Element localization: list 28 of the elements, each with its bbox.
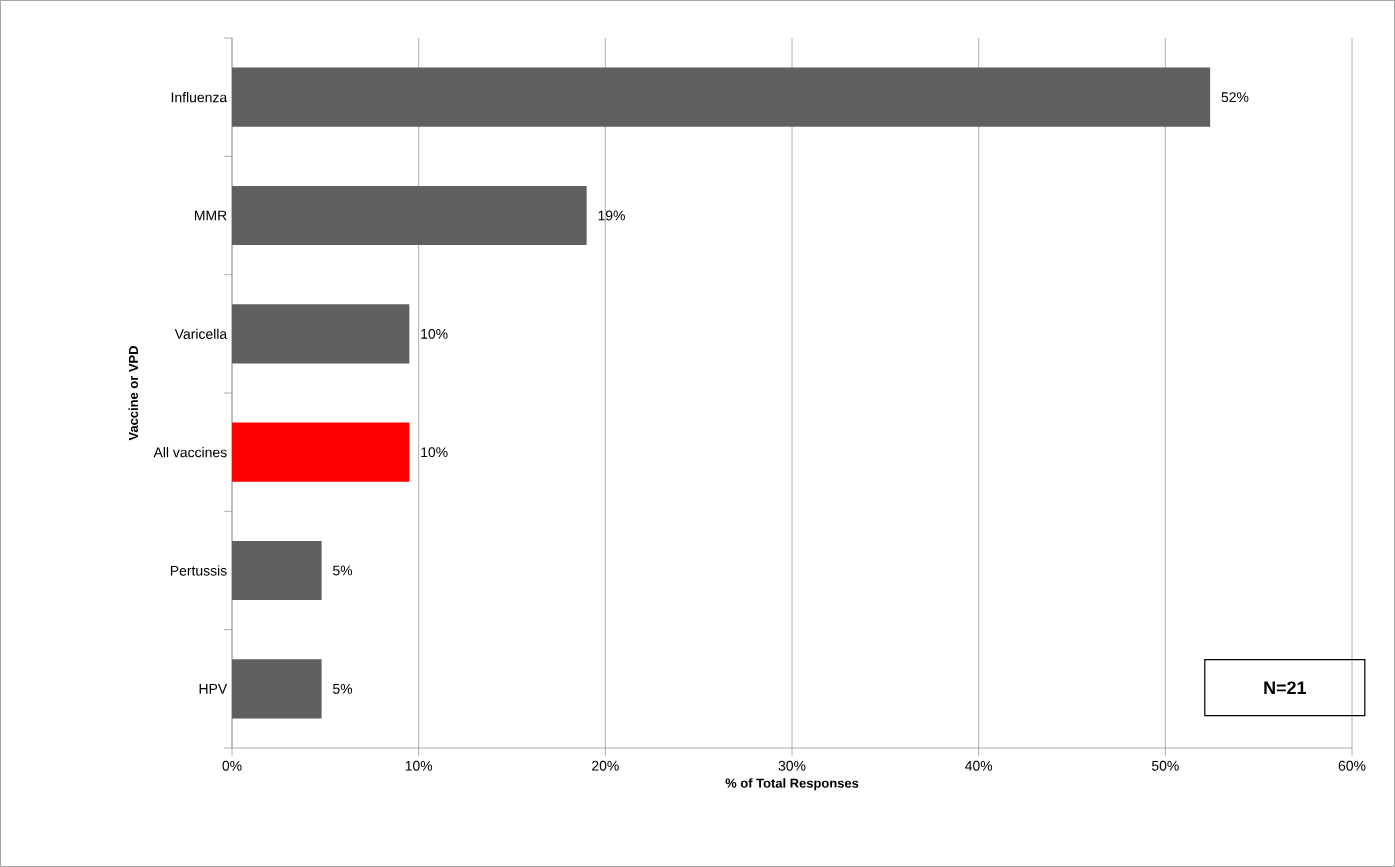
annotation: N=21	[1264, 681, 1306, 694]
bar	[232, 540, 322, 601]
y-tick-label: Varicella	[174, 328, 228, 339]
x-tick-label: 40%	[965, 760, 993, 771]
y-tick-label: All vaccines	[153, 447, 227, 458]
bar	[232, 422, 410, 482]
data-label: 5%	[333, 565, 353, 576]
x-tick-label: 20%	[592, 760, 619, 771]
bar	[232, 304, 410, 364]
x-tick-label: 10%	[405, 760, 433, 771]
data-label: 52%	[1221, 92, 1249, 103]
x-tick-label: 50%	[1151, 760, 1179, 771]
y-tick-label: HPV	[199, 684, 228, 694]
x-tick-label: 30%	[778, 760, 806, 771]
bar	[232, 185, 587, 246]
y-tick-label: Influenza	[171, 92, 228, 103]
y-tick-label: MMR	[194, 210, 227, 221]
y-tick-label: Pertussis	[170, 565, 227, 576]
bar	[232, 659, 322, 719]
bar	[232, 67, 1211, 127]
data-label: 10%	[421, 328, 448, 339]
x-axis-title: % of Total Responses	[725, 778, 859, 791]
x-tick-label: 60%	[1338, 760, 1366, 771]
data-label: 19%	[598, 210, 625, 221]
x-tick-label: 0%	[222, 760, 242, 771]
y-axis-title: Vaccine or VPD	[128, 346, 139, 441]
data-label: 10%	[421, 447, 448, 458]
data-label: 5%	[333, 683, 353, 694]
